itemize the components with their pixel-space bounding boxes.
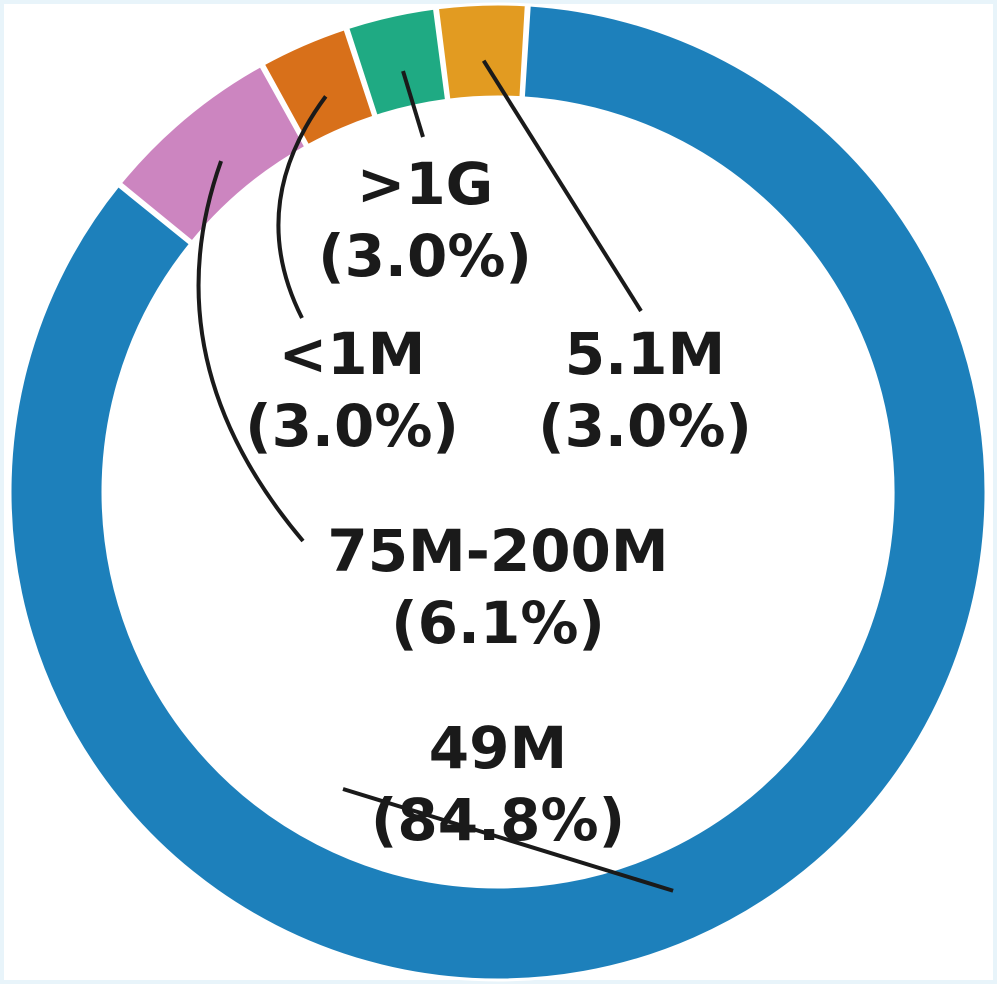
slice-label-0: 49M — [429, 714, 567, 782]
leader-line-3 — [401, 70, 425, 138]
slice-labels: 49M(84.8%)75M-200M(6.1%)<1M(3.0%)>1G(3.0… — [245, 150, 752, 854]
slice-1 — [118, 63, 308, 245]
slice-percent-2: (3.0%) — [245, 392, 459, 460]
donut-slices — [8, 2, 988, 982]
slice-percent-0: (84.8%) — [371, 786, 625, 854]
slice-percent-1: (6.1%) — [391, 589, 605, 657]
slice-2 — [261, 26, 376, 148]
slice-label-2: <1M — [279, 320, 426, 388]
slice-percent-3: (3.0%) — [318, 222, 532, 290]
leader-lines — [196, 59, 674, 893]
slice-label-4: 5.1M — [565, 320, 725, 388]
slice-3 — [345, 6, 449, 119]
slice-percent-4: (3.0%) — [538, 392, 752, 460]
slice-4 — [435, 2, 528, 102]
slice-0 — [8, 3, 988, 982]
slice-label-3: >1G — [357, 150, 494, 218]
leader-line-2 — [276, 95, 328, 319]
leader-line-0 — [342, 787, 674, 893]
leader-line-4 — [481, 59, 643, 313]
leader-line-1 — [196, 160, 305, 543]
slice-label-1: 75M-200M — [327, 517, 668, 585]
